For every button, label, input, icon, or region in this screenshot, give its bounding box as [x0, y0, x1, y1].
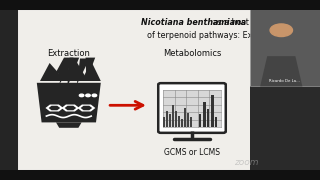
Polygon shape: [82, 61, 101, 81]
Polygon shape: [37, 83, 101, 122]
Polygon shape: [56, 122, 82, 128]
Bar: [175, 111, 177, 127]
Circle shape: [92, 94, 97, 97]
Text: Metabolomics: Metabolomics: [163, 49, 221, 58]
Bar: [181, 119, 183, 127]
Circle shape: [79, 94, 84, 97]
FancyBboxPatch shape: [158, 83, 226, 133]
Circle shape: [86, 94, 90, 97]
Bar: [0, 170, 320, 180]
Text: as a host for discovery and engine-: as a host for discovery and engine-: [210, 18, 320, 27]
Text: Extraction: Extraction: [47, 49, 90, 58]
Polygon shape: [61, 105, 79, 111]
Bar: [178, 116, 180, 127]
Polygon shape: [77, 58, 90, 85]
FancyBboxPatch shape: [250, 0, 320, 86]
Polygon shape: [69, 59, 88, 81]
Polygon shape: [67, 58, 79, 87]
Text: zoom: zoom: [234, 158, 259, 167]
Bar: [184, 108, 186, 127]
Bar: [204, 102, 206, 127]
Polygon shape: [260, 56, 302, 86]
FancyBboxPatch shape: [163, 90, 221, 127]
Polygon shape: [45, 105, 63, 111]
Bar: [169, 114, 171, 127]
Bar: [163, 118, 165, 127]
Bar: [212, 95, 214, 127]
Polygon shape: [77, 105, 95, 111]
Polygon shape: [56, 61, 78, 81]
Polygon shape: [51, 58, 74, 81]
Polygon shape: [65, 106, 76, 110]
Bar: [207, 109, 209, 127]
Bar: [215, 117, 217, 127]
Bar: [166, 111, 168, 127]
Bar: [190, 118, 192, 127]
Polygon shape: [81, 106, 92, 110]
Bar: [250, 86, 320, 180]
Text: of terpenoid pathways: Extraction + metabolomics: of terpenoid pathways: Extraction + meta…: [147, 31, 320, 40]
Polygon shape: [49, 106, 60, 110]
Bar: [0, 0, 320, 10]
Bar: [187, 113, 189, 127]
Text: GCMS or LCMS: GCMS or LCMS: [164, 148, 220, 157]
FancyBboxPatch shape: [18, 10, 274, 170]
Bar: [172, 105, 174, 127]
Polygon shape: [86, 58, 95, 81]
Polygon shape: [59, 58, 75, 85]
Bar: [0, 0, 18, 180]
Text: Nicotiana benthamiana: Nicotiana benthamiana: [141, 18, 246, 27]
Bar: [199, 114, 201, 127]
Circle shape: [270, 24, 292, 37]
Polygon shape: [40, 63, 66, 81]
Text: Ricardo De La...: Ricardo De La...: [269, 79, 300, 83]
